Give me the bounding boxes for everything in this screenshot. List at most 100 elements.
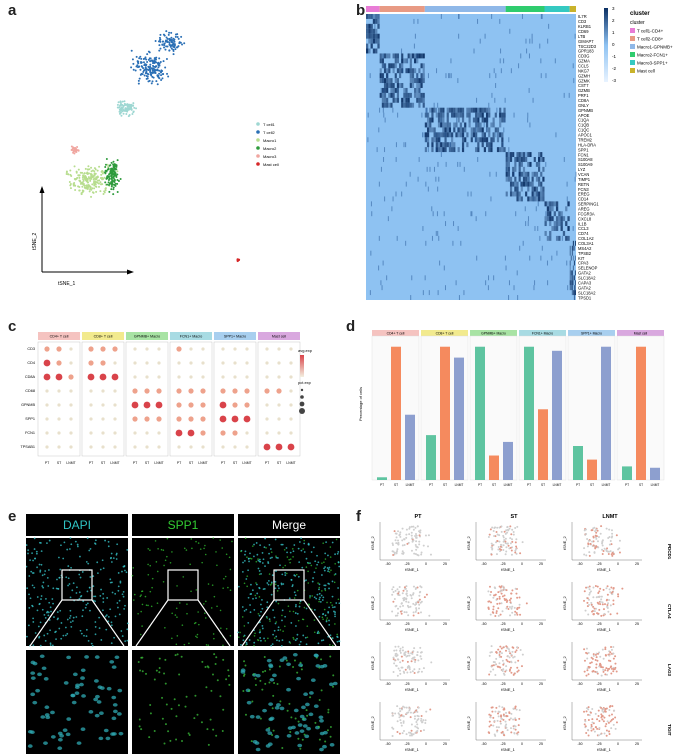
d-bar — [377, 477, 387, 480]
f-xtick: -25 — [500, 742, 505, 746]
heatmap-cell — [392, 68, 395, 74]
c-dot — [265, 375, 269, 379]
f-xtick: -50 — [481, 562, 486, 566]
e-nucleus-dot — [40, 598, 42, 600]
heatmap-cell — [570, 275, 572, 281]
e-spp1-dot — [147, 563, 149, 566]
tsne-point-macro2 — [117, 179, 120, 182]
f-cell-point — [505, 658, 508, 661]
tsne-point-tcell2 — [140, 57, 143, 60]
f-xlabel: tSNE_1 — [597, 627, 612, 632]
f-cell-point — [399, 647, 402, 650]
e-spp1-dot — [229, 589, 232, 592]
heatmap-cell — [477, 122, 480, 128]
a-ylabel: tSNE_2 — [32, 233, 38, 250]
f-cell-point — [490, 590, 493, 593]
tsne-point-tcell2 — [142, 67, 145, 70]
f-cell-point — [500, 543, 503, 546]
tsne-point-macro3 — [75, 150, 78, 153]
heatmap-noise — [554, 58, 556, 64]
heatmap-noise — [409, 171, 411, 177]
f-cell-point — [502, 713, 505, 716]
f-xtick: -50 — [385, 682, 390, 686]
e-spp1-zoom — [290, 716, 293, 719]
f-cell-point — [606, 720, 609, 723]
f-cell-point — [521, 541, 524, 544]
f-cell-point — [498, 540, 501, 543]
e-spp1-dot — [243, 625, 246, 627]
f-cell-point — [600, 666, 603, 669]
e-nucleus-zoom — [262, 708, 267, 713]
f-cell-point — [409, 731, 412, 734]
e-nucleus-zoom — [44, 705, 50, 710]
heatmap-noise — [499, 18, 501, 24]
f-xtick: 0 — [617, 622, 619, 626]
e-nucleus-dot — [277, 584, 280, 587]
f-cell-point — [492, 608, 495, 611]
heatmap-noise — [407, 102, 409, 108]
f-cell-point — [586, 538, 589, 541]
heatmap-noise — [427, 147, 429, 153]
e-spp1-zoom — [252, 673, 255, 676]
f-cell-point — [612, 553, 615, 556]
c-facet-label: FCN1+ Macro — [180, 335, 202, 339]
c-dot — [233, 361, 237, 365]
heatmap-cell — [538, 157, 541, 162]
e-nucleus-dot — [89, 576, 92, 578]
tsne-point-macro1 — [101, 178, 104, 181]
f-cell-point — [613, 709, 616, 712]
d-bar — [454, 357, 464, 480]
e-nucleus-zoom — [35, 688, 41, 693]
e-spp1-dot — [160, 548, 163, 551]
heatmap-noise — [528, 87, 530, 93]
heatmap-gene-label: TPSB2 — [578, 251, 592, 256]
tsne-point-tcell2 — [149, 70, 152, 73]
f-cell-point — [594, 585, 597, 588]
e-nucleus-dot — [294, 612, 297, 614]
f-cell-point — [498, 534, 501, 537]
e-nucleus-dot — [298, 643, 301, 646]
heatmap-noise — [474, 137, 476, 143]
f-cell-point — [493, 534, 496, 537]
f-cell-point — [429, 708, 432, 711]
heatmap-cell — [394, 78, 397, 84]
heatmap-noise — [531, 38, 533, 44]
e-spp1-dot — [239, 631, 241, 634]
e-spp1-dot — [289, 610, 291, 613]
f-cell-point — [514, 548, 517, 551]
scale-tick: 1 — [612, 30, 615, 35]
heatmap-noise — [502, 142, 504, 148]
e-spp1-dot — [259, 629, 261, 631]
e-nucleus-zoom — [318, 715, 324, 720]
cluster-bar-segment — [544, 6, 570, 12]
e-nucleus-dot — [256, 592, 259, 595]
d-xtick: PT — [625, 483, 629, 487]
heatmap-noise — [379, 107, 381, 113]
f-cell-point — [600, 595, 603, 598]
heatmap-noise — [383, 63, 385, 69]
heatmap-cell — [366, 33, 369, 39]
heatmap-cell — [553, 201, 556, 207]
f-cell-point — [596, 671, 599, 674]
c-dot — [231, 415, 239, 423]
f-cell-point — [583, 659, 586, 662]
tsne-point-tcell2 — [174, 35, 177, 38]
e-channel-header — [26, 514, 128, 536]
e-nucleus-dot — [52, 587, 55, 590]
heatmap-cell — [529, 161, 532, 167]
f-cell-point — [606, 585, 609, 588]
e-nucleus-zoom — [315, 664, 321, 668]
heatmap-cell — [570, 280, 572, 286]
tsne-point-macro1 — [82, 189, 85, 192]
f-cell-point — [583, 547, 586, 550]
e-spp1-dot — [269, 620, 271, 622]
e-nucleus-dot — [276, 639, 278, 642]
tsne-point-tcell2 — [172, 45, 175, 48]
f-cell-point — [490, 542, 493, 545]
e-nucleus-dot — [261, 598, 263, 601]
f-cell-point — [501, 610, 504, 613]
d-bar — [636, 346, 646, 480]
f-cell-point — [585, 710, 588, 713]
heatmap-cell — [383, 63, 387, 69]
e-nucleus-dot — [247, 569, 250, 572]
